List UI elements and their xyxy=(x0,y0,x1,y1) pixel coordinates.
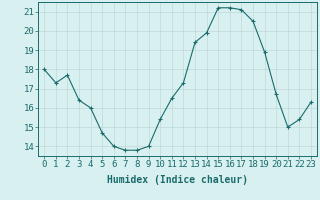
X-axis label: Humidex (Indice chaleur): Humidex (Indice chaleur) xyxy=(107,175,248,185)
